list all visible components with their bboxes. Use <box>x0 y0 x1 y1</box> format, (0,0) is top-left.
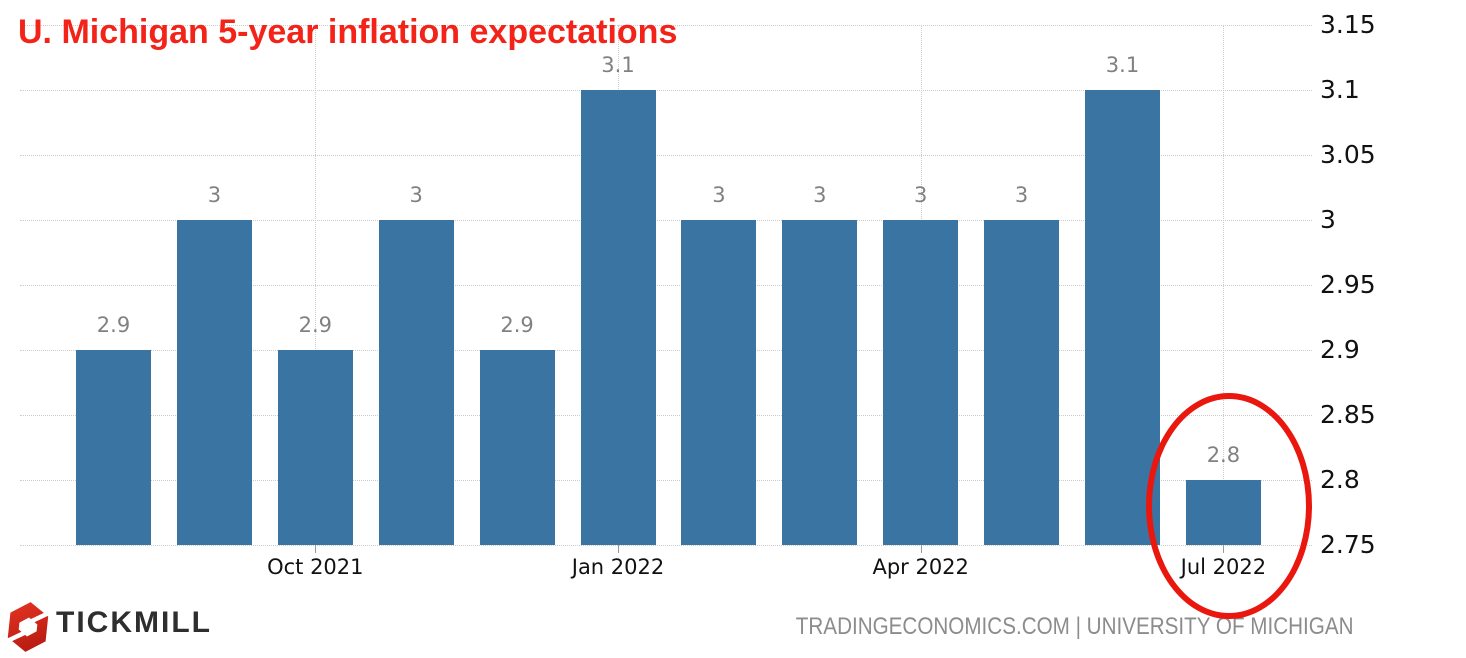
chart-title: U. Michigan 5-year inflation expectation… <box>18 13 678 51</box>
bar <box>782 220 858 545</box>
bar <box>479 350 555 545</box>
bar <box>176 220 252 545</box>
y-axis-tick-label: 3 <box>1320 205 1336 234</box>
x-axis-tick <box>618 545 619 553</box>
bar <box>984 220 1060 545</box>
y-gridline <box>20 350 1312 351</box>
bar <box>76 350 151 545</box>
highlight-ellipse-annotation <box>1146 393 1312 619</box>
bar-value-label: 3 <box>1014 183 1029 207</box>
bar-value-label: 3.1 <box>1105 53 1140 77</box>
bar <box>681 220 757 545</box>
y-axis-tick-label: 2.95 <box>1320 270 1376 299</box>
bar-value-label: 2.9 <box>298 313 332 337</box>
y-gridline <box>20 415 1312 416</box>
x-gridline <box>1223 25 1225 545</box>
y-axis-tick-label: 2.8 <box>1320 465 1360 494</box>
y-gridline <box>20 25 1312 26</box>
y-axis-tick-label: 3.15 <box>1320 10 1376 39</box>
bar <box>277 350 353 545</box>
bar-value-label: 3 <box>207 183 222 207</box>
y-axis-tick-label: 2.75 <box>1320 530 1376 559</box>
footer: TICKMILL TRADINGECONOMICS.COM | UNIVERSI… <box>0 596 1466 658</box>
y-axis-tick-label: 3.05 <box>1320 140 1376 169</box>
y-gridline <box>20 220 1312 221</box>
bar-value-label: 3 <box>409 183 423 207</box>
x-axis-tick-label: Oct 2021 <box>267 555 364 579</box>
bar <box>580 90 656 545</box>
y-axis-tick-label: 3.1 <box>1320 75 1360 104</box>
x-axis-tick-label: Apr 2022 <box>872 555 969 579</box>
y-gridline <box>20 155 1312 156</box>
bar-value-label: 3 <box>914 183 928 207</box>
y-axis-tick-label: 2.9 <box>1320 335 1360 364</box>
bar <box>378 220 454 545</box>
bar-value-label: 3 <box>813 183 827 207</box>
y-gridline <box>20 90 1312 91</box>
y-gridline <box>20 545 1312 546</box>
bar <box>1085 90 1160 545</box>
x-axis-tick <box>315 545 317 553</box>
x-gridline <box>315 25 317 545</box>
y-gridline <box>20 480 1312 481</box>
tickmill-logo-icon <box>1 601 55 657</box>
bar-value-label: 2.9 <box>96 313 131 337</box>
y-axis-tick-label: 2.85 <box>1320 400 1376 429</box>
x-axis-tick-label: Jan 2022 <box>571 555 665 579</box>
bar-value-label: 3 <box>712 183 726 207</box>
bar-value-label: 2.9 <box>500 313 534 337</box>
x-axis-tick <box>920 545 922 553</box>
brand-wordmark: TICKMILL <box>56 606 212 639</box>
y-gridline <box>20 285 1312 286</box>
source-attribution: TRADINGECONOMICS.COM | UNIVERSITY OF MIC… <box>795 613 1353 640</box>
bar-value-label: 3.1 <box>601 53 635 77</box>
bar <box>883 220 959 545</box>
